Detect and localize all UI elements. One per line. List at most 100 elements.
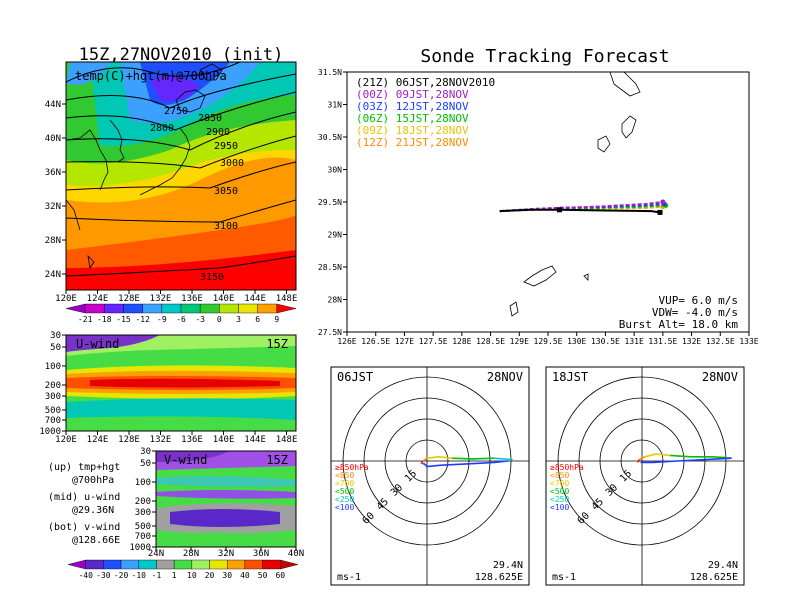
colorbar-swatch bbox=[209, 559, 228, 570]
level-legend: <250 bbox=[335, 495, 354, 504]
colorbar-label: 60 bbox=[275, 571, 285, 580]
colorbar-swatch bbox=[244, 559, 263, 570]
legend-entry: (12Z) 21JST,28NOV bbox=[356, 136, 469, 149]
contour-label: 3100 bbox=[214, 221, 238, 232]
colorbar-swatch bbox=[103, 559, 122, 570]
tick-label: 30.5N bbox=[318, 133, 342, 142]
tick-label: 100 bbox=[45, 362, 61, 372]
tick-label: 28.5N bbox=[318, 263, 342, 272]
colorbar-label: -12 bbox=[135, 315, 150, 324]
colorbar-label: -18 bbox=[97, 315, 112, 324]
colorbar-swatch bbox=[227, 559, 246, 570]
tick-label: 30N bbox=[328, 166, 343, 175]
hodograph-line bbox=[644, 453, 671, 458]
param-burst: Burst Alt= 18.0 km bbox=[619, 318, 739, 331]
colorbar-swatch bbox=[138, 559, 157, 570]
hodograph-series bbox=[420, 455, 514, 468]
tick-label: 300 bbox=[45, 392, 61, 402]
colorbar-swatch bbox=[156, 559, 175, 570]
colorbar-swatch bbox=[262, 559, 281, 570]
tick-label: 700 bbox=[45, 416, 61, 426]
colorbar-swatch bbox=[191, 559, 210, 570]
hodograph-lat: 29.4N bbox=[708, 560, 738, 571]
tick-label: 130E bbox=[567, 337, 586, 346]
colorbar-swatch bbox=[219, 303, 239, 314]
colorbar-swatch bbox=[142, 303, 163, 314]
tick-label: 29.5N bbox=[318, 198, 342, 207]
desc-bot: (bot) v-wind bbox=[48, 522, 120, 533]
track-panel: 126E 126.5E 127E 127.5E 128E 128.5E 129E 129.5E… bbox=[318, 68, 759, 346]
tick-label: 32N bbox=[45, 202, 61, 212]
panel-descriptions: (up) tmp+hgt @700hPa (mid) u-wind @29.36… bbox=[48, 462, 120, 546]
colorbar-swatch bbox=[120, 559, 139, 570]
map-y-ticks: 24N 28N 32N 36N 40N 44N bbox=[45, 100, 66, 280]
level-legend: <850 bbox=[335, 471, 354, 480]
tick-label: 30 bbox=[140, 447, 151, 457]
coastlines bbox=[509, 72, 641, 317]
colorbar-swatch bbox=[276, 303, 297, 314]
track-marker bbox=[556, 207, 562, 213]
tick-label: 44N bbox=[45, 100, 61, 110]
colorbar-label: -6 bbox=[176, 315, 186, 324]
tick-label: 124E bbox=[87, 294, 109, 304]
tick-label: 130.5E bbox=[591, 337, 620, 346]
colorbar-swatch bbox=[199, 303, 220, 314]
temp-hgt-map: 2750 2800 2850 2900 2950 3000 3050 3100 … bbox=[45, 61, 297, 324]
tick-label: 128.5E bbox=[476, 337, 505, 346]
hodograph-line bbox=[422, 457, 428, 462]
desc-up: (up) tmp+hgt bbox=[48, 462, 120, 473]
tick-label: 500 bbox=[135, 522, 151, 532]
tick-label: 132.5E bbox=[706, 337, 735, 346]
tick-label: 200 bbox=[135, 497, 151, 507]
map-x-ticks: 120E 124E 128E 132E 136E 140E 144E 148E bbox=[55, 290, 297, 304]
colorbar-swatch bbox=[238, 303, 258, 314]
tick-label: 128E bbox=[118, 435, 140, 445]
colorbar-label: -15 bbox=[116, 315, 131, 324]
colorbar-label: 40 bbox=[240, 571, 250, 580]
colorbar-label: -1 bbox=[152, 571, 162, 580]
colorbar-swatch bbox=[257, 303, 278, 314]
tick-label: 131E bbox=[625, 337, 644, 346]
tick-label: 131.5E bbox=[648, 337, 677, 346]
legend-entry: (09Z) 18JST,28NOV bbox=[356, 124, 469, 137]
hodograph-line bbox=[422, 460, 509, 468]
tick-label: 50 bbox=[140, 459, 151, 469]
contour-label: 2850 bbox=[198, 113, 222, 124]
legend-entry: (06Z) 15JST,28NOV bbox=[356, 112, 469, 125]
track-params: VUP= 6.0 m/s VDW= -4.0 m/s Burst Alt= 18… bbox=[619, 294, 739, 331]
track-end-point bbox=[660, 199, 666, 205]
contour-label: 3050 bbox=[214, 186, 238, 197]
tick-label: 32N bbox=[218, 549, 234, 559]
level-legend: <100 bbox=[550, 503, 569, 512]
tick-label: 133E bbox=[739, 337, 758, 346]
hodograph-line bbox=[638, 456, 646, 461]
temp-colorbar: -21 -18 -15 -12 -9 -6 -3 0 3 6 9 bbox=[65, 303, 297, 324]
left-title: 15Z,27NOV2010 (init) bbox=[79, 45, 284, 65]
hodograph-lon: 128.625E bbox=[475, 572, 523, 583]
hodograph-line bbox=[637, 459, 640, 463]
hodograph-lat: 29.4N bbox=[493, 560, 523, 571]
v-wind-time: 15Z bbox=[266, 453, 288, 467]
colorbar-label: 6 bbox=[255, 315, 260, 324]
tick-label: 132E bbox=[682, 337, 701, 346]
level-legend: <700 bbox=[550, 479, 569, 488]
tick-label: 28N bbox=[328, 296, 343, 305]
tick-label: 144E bbox=[244, 435, 266, 445]
hodograph-frame bbox=[545, 366, 745, 586]
track-legend: (21Z) 06JST,28NOV2010(00Z) 09JST,28NOV(0… bbox=[356, 76, 495, 149]
contour-label: 2750 bbox=[164, 106, 188, 117]
v-wind-label: V-wind bbox=[164, 453, 207, 467]
level-legend: ≥850hPa bbox=[335, 463, 369, 472]
hodograph-time: 06JST bbox=[337, 370, 373, 384]
colorbar-swatch bbox=[173, 559, 193, 570]
colorbar-label: -10 bbox=[132, 571, 147, 580]
hodograph-frame bbox=[330, 366, 530, 586]
tick-label: 127E bbox=[395, 337, 414, 346]
tick-label: 129.5E bbox=[534, 337, 563, 346]
tick-label: 124E bbox=[87, 435, 109, 445]
tick-label: 24N bbox=[45, 270, 61, 280]
hodograph-time: 18JST bbox=[552, 370, 588, 384]
